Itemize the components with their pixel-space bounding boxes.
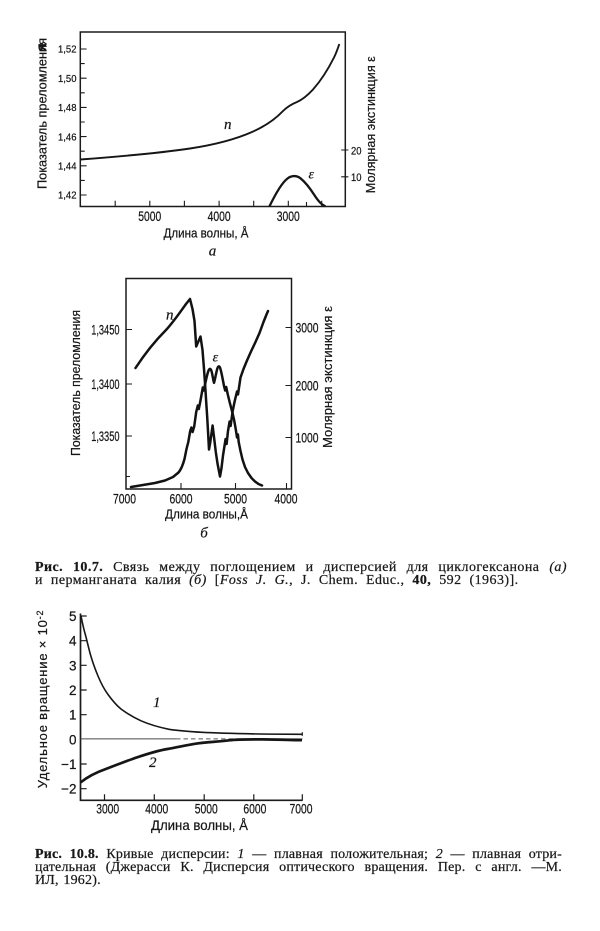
svg-text:n: n xyxy=(166,308,174,324)
svg-text:3: 3 xyxy=(69,658,77,673)
svg-text:3000: 3000 xyxy=(296,320,319,335)
svg-text:1,3450: 1,3450 xyxy=(91,322,119,337)
svg-text:7000: 7000 xyxy=(290,802,313,817)
svg-text:5000: 5000 xyxy=(224,492,247,507)
svg-text:3000: 3000 xyxy=(277,209,300,224)
svg-text:Длина волны, Å: Длина волны, Å xyxy=(151,817,249,833)
svg-text:5: 5 xyxy=(69,609,77,624)
svg-text:1,42: 1,42 xyxy=(58,190,77,202)
svg-text:1: 1 xyxy=(153,695,161,711)
svg-text:1000: 1000 xyxy=(296,430,319,445)
svg-text:2000: 2000 xyxy=(296,378,319,393)
svg-text:1,50: 1,50 xyxy=(58,73,77,85)
svg-text:б: б xyxy=(200,526,208,542)
svg-text:1,52: 1,52 xyxy=(58,44,77,56)
svg-text:а: а xyxy=(209,244,217,260)
svg-text:6000: 6000 xyxy=(243,802,266,817)
svg-text:3000: 3000 xyxy=(96,802,119,817)
svg-text:2: 2 xyxy=(69,683,77,698)
svg-text:n: n xyxy=(224,117,232,133)
svg-text:4: 4 xyxy=(69,634,77,649)
svg-text:Удельное вращение × 10-2: Удельное вращение × 10-2 xyxy=(35,610,50,789)
svg-text:2: 2 xyxy=(149,755,157,771)
svg-text:ε: ε xyxy=(309,168,315,183)
svg-text:1,48: 1,48 xyxy=(58,102,77,114)
svg-text:Молярная экстинкция ε: Молярная экстинкция ε xyxy=(320,306,335,448)
svg-text:я: я xyxy=(34,43,49,51)
svg-text:Показатель преломления: Показатель преломления xyxy=(35,38,50,189)
svg-text:Молярная экстинкция ε: Молярная экстинкция ε xyxy=(363,56,378,193)
svg-text:1,3400: 1,3400 xyxy=(91,377,119,392)
svg-text:Длина волны, Å: Длина волны, Å xyxy=(164,226,249,241)
svg-text:20: 20 xyxy=(351,145,362,157)
svg-text:6000: 6000 xyxy=(170,492,193,507)
svg-text:−1: −1 xyxy=(61,757,76,772)
svg-text:1,3350: 1,3350 xyxy=(91,429,119,444)
svg-text:7000: 7000 xyxy=(113,492,136,507)
svg-text:5000: 5000 xyxy=(138,209,161,224)
svg-text:4000: 4000 xyxy=(275,492,298,507)
svg-text:10: 10 xyxy=(351,172,362,184)
svg-text:4000: 4000 xyxy=(208,209,231,224)
svg-text:−2: −2 xyxy=(61,782,76,797)
svg-text:5000: 5000 xyxy=(195,802,218,817)
svg-text:Показатель преломления: Показатель преломления xyxy=(68,310,83,456)
svg-text:Длина волны,Å: Длина волны,Å xyxy=(165,507,248,522)
svg-text:1,44: 1,44 xyxy=(58,161,77,173)
svg-text:1,46: 1,46 xyxy=(58,131,77,143)
svg-text:4000: 4000 xyxy=(145,802,168,817)
svg-text:ε: ε xyxy=(213,351,219,366)
svg-text:1: 1 xyxy=(69,708,77,723)
svg-text:0: 0 xyxy=(69,732,77,747)
